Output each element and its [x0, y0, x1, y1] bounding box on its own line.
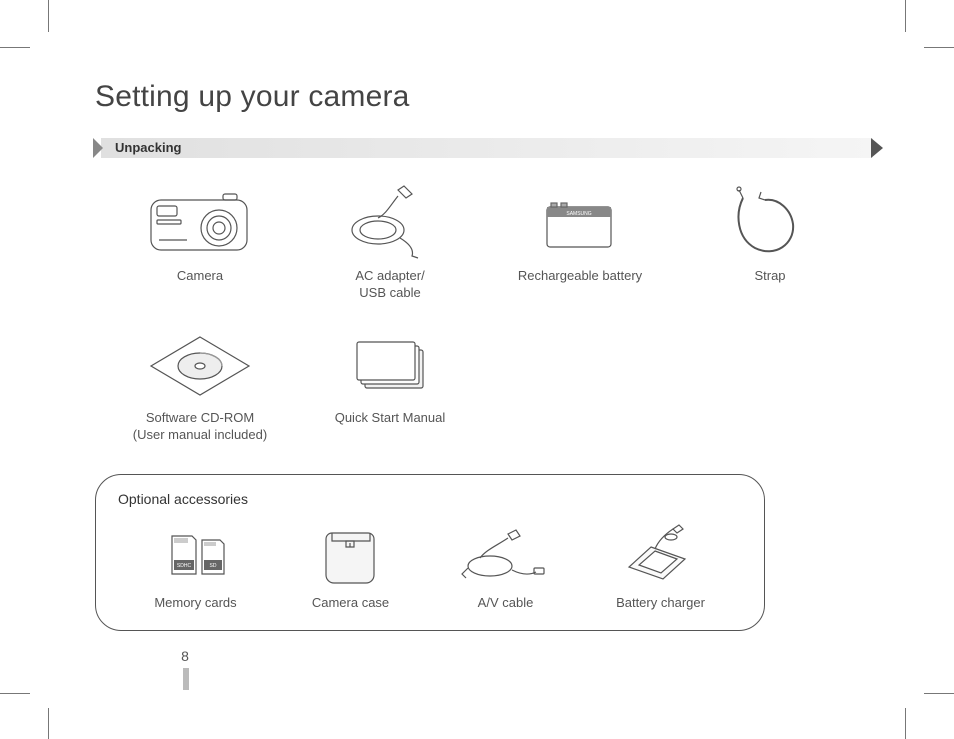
item-battery: SAMSUNG Rechargeable battery [485, 180, 675, 302]
page-number: 8 [175, 648, 195, 664]
cdrom-icon [105, 322, 295, 410]
item-av-cable: A/V cable [428, 517, 583, 610]
item-camera-case: Camera case [273, 517, 428, 610]
included-items-grid: Camera AC adapter/USB cable [105, 180, 885, 444]
item-manual: Quick Start Manual [295, 322, 485, 444]
caption-ac-adapter: AC adapter/USB cable [295, 268, 485, 302]
section-header: Unpacking [93, 138, 873, 158]
caption-av-cable: A/V cable [428, 595, 583, 610]
page-title: Setting up your camera [95, 80, 885, 114]
optional-accessories-box: Optional accessories SDHC SD Memory c [95, 474, 765, 631]
ac-adapter-icon [295, 180, 485, 268]
battery-charger-icon [583, 517, 738, 595]
optional-title: Optional accessories [118, 491, 742, 507]
svg-text:SAMSUNG: SAMSUNG [566, 211, 591, 217]
strap-icon [675, 180, 865, 268]
item-cdrom: Software CD-ROM(User manual included) [105, 322, 295, 444]
svg-text:SDHC: SDHC [176, 563, 191, 569]
caption-battery: Rechargeable battery [485, 268, 675, 285]
caption-strap: Strap [675, 268, 865, 285]
av-cable-icon [428, 517, 583, 595]
section-label: Unpacking [115, 140, 181, 155]
svg-text:SD: SD [209, 563, 216, 569]
caption-manual: Quick Start Manual [295, 410, 485, 427]
memory-cards-icon: SDHC SD [118, 517, 273, 595]
chevron-right-icon [871, 138, 883, 158]
chevron-left-icon [93, 138, 103, 158]
battery-icon: SAMSUNG [485, 180, 675, 268]
item-battery-charger: Battery charger [583, 517, 738, 610]
optional-grid: SDHC SD Memory cards [118, 517, 742, 610]
item-camera: Camera [105, 180, 295, 302]
caption-cdrom: Software CD-ROM(User manual included) [105, 410, 295, 444]
camera-case-icon [273, 517, 428, 595]
caption-camera: Camera [105, 268, 295, 285]
caption-camera-case: Camera case [273, 595, 428, 610]
page-content: Setting up your camera Unpacking Camer [95, 80, 885, 631]
manual-icon [295, 322, 485, 410]
item-strap: Strap [675, 180, 865, 302]
caption-memory-cards: Memory cards [118, 595, 273, 610]
page-number-mark [183, 668, 189, 690]
item-ac-adapter: AC adapter/USB cable [295, 180, 485, 302]
item-memory-cards: SDHC SD Memory cards [118, 517, 273, 610]
camera-icon [105, 180, 295, 268]
caption-battery-charger: Battery charger [583, 595, 738, 610]
